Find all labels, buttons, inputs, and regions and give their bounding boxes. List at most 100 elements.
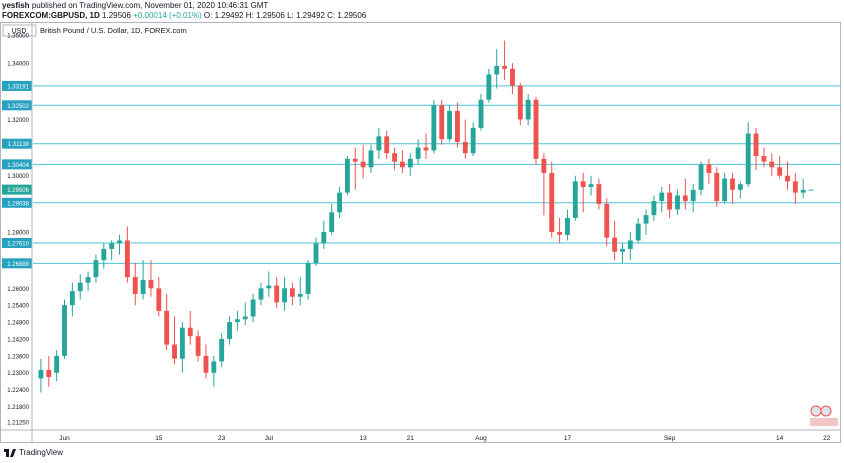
candle-body (164, 310, 170, 345)
candle (706, 158, 712, 185)
candle (376, 127, 382, 159)
candle (234, 310, 240, 331)
candle-body (117, 240, 122, 244)
candle (627, 232, 633, 261)
candle (54, 350, 60, 382)
x-tick-label: Jul (265, 435, 274, 442)
candle-body (344, 158, 350, 193)
y-tick-label: 1.24800 (7, 321, 29, 327)
candle-body (651, 201, 657, 216)
y-tick-label: 1.25400 (7, 304, 29, 310)
candle (148, 260, 154, 297)
candle (69, 282, 75, 317)
y-tick-label: 1.29038 (7, 201, 29, 207)
candle-body (800, 189, 806, 193)
candle (517, 82, 523, 126)
y-tick-label: 1.27610 (7, 241, 29, 247)
candle-body (399, 161, 405, 168)
candle (297, 277, 303, 306)
candle (761, 147, 767, 168)
candle-body (580, 181, 586, 187)
candle-body (462, 141, 468, 154)
candle (46, 355, 52, 387)
level-tag (2, 100, 32, 111)
candle-body (682, 195, 688, 202)
candle (266, 271, 272, 297)
candle (494, 49, 500, 89)
x-tick-label: Sep (664, 435, 676, 442)
candle-body (761, 156, 767, 162)
candle (62, 299, 67, 359)
footer: TradingView (4, 448, 63, 457)
candle (282, 277, 287, 311)
candle (714, 167, 720, 207)
y-tick-label: 1.23600 (7, 354, 29, 360)
candle-body (572, 181, 578, 218)
candle (172, 316, 177, 365)
candle-body (690, 189, 696, 202)
candle (596, 178, 602, 210)
candle-body (502, 65, 508, 69)
x-tick-label: 15 (155, 435, 163, 442)
y-tick-label: 1.23000 (7, 371, 29, 377)
candle-body (101, 248, 107, 261)
y-tick-label: 1.33191 (7, 84, 29, 90)
candle-body (124, 240, 130, 278)
y-tick-label: 1.32000 (7, 118, 29, 124)
candle (541, 153, 547, 216)
candle-body (219, 338, 225, 362)
chart-frame (0, 22, 841, 443)
candle (85, 271, 91, 292)
candle-body (454, 110, 460, 142)
candle-body (211, 361, 217, 373)
candle (77, 274, 83, 300)
candle-body (769, 161, 775, 168)
candle (38, 358, 44, 393)
candle (164, 293, 170, 351)
candle-body (289, 288, 295, 297)
candle-body (596, 184, 602, 204)
candle (360, 144, 366, 179)
candle (722, 172, 728, 204)
candle-body (486, 74, 492, 100)
candle (305, 260, 311, 300)
candle-body (604, 203, 610, 238)
candle (565, 209, 570, 241)
candle-body (785, 175, 790, 182)
publisher-name: yesfish (2, 1, 30, 10)
candle (313, 237, 319, 266)
y-tick-label: 1.34000 (7, 62, 29, 68)
candle (439, 99, 445, 145)
x-tick-label: 14 (776, 435, 784, 442)
candle (203, 344, 209, 379)
candle-body (431, 105, 437, 151)
candle (808, 189, 814, 191)
level-tag (2, 80, 32, 91)
candle (745, 122, 751, 187)
candle (337, 186, 342, 218)
candle (124, 226, 130, 283)
level-tag (2, 159, 32, 170)
candle-body (588, 184, 594, 187)
candle (399, 150, 405, 173)
candle-body (337, 192, 342, 213)
candle-body (407, 158, 413, 168)
chart-title: British Pound / U.S. Dollar, 1D, FOREX.c… (40, 26, 187, 35)
candle-body (360, 161, 366, 168)
candle-body (69, 291, 75, 306)
candle (407, 153, 413, 176)
candle (352, 147, 358, 190)
candle (109, 240, 115, 261)
candle (737, 181, 743, 199)
x-tick-label: Jun (59, 435, 70, 442)
candle (321, 220, 327, 249)
candle-body (250, 299, 256, 317)
y-tick-label: 1.28000 (7, 231, 29, 237)
candle (643, 209, 649, 235)
candle (730, 172, 735, 204)
candle-body (667, 192, 673, 210)
candle (651, 195, 657, 221)
candle (462, 119, 468, 159)
candle-body (565, 217, 570, 235)
